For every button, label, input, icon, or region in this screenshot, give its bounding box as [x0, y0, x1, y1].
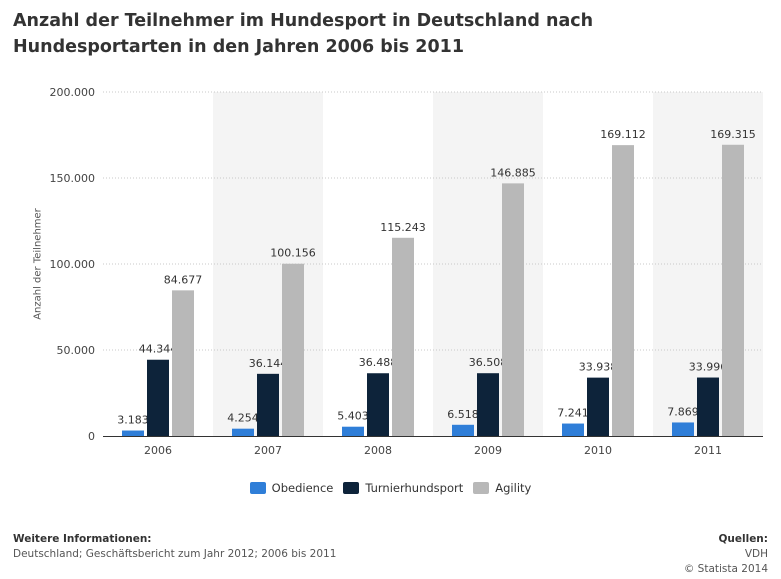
- data-label: 146.885: [490, 166, 536, 179]
- legend-label: Turnierhundsport: [365, 481, 464, 495]
- bar: [122, 430, 144, 436]
- data-label: 5.403: [337, 410, 369, 423]
- legend-swatch: [473, 482, 490, 494]
- bar: [672, 422, 694, 436]
- x-tick-label: 2007: [254, 444, 282, 457]
- x-tick-label: 2010: [584, 444, 612, 457]
- data-label: 44.344: [139, 343, 178, 356]
- bar: [282, 263, 304, 436]
- x-tick-label: 2011: [694, 444, 722, 457]
- data-label: 6.518: [447, 408, 479, 421]
- bar: [562, 423, 584, 436]
- chart-legend: Obedience Turnierhundsport Agility: [0, 479, 781, 497]
- data-label: 169.315: [710, 128, 756, 141]
- data-label: 36.508: [469, 356, 508, 369]
- x-tick-label: 2006: [144, 444, 172, 457]
- info-heading: Weitere Informationen:: [13, 533, 152, 545]
- y-tick-label: 150.000: [50, 172, 96, 185]
- legend-label: Agility: [495, 481, 532, 495]
- sources-text: VDH: [744, 548, 768, 560]
- data-label: 7.869: [667, 405, 699, 418]
- data-label: 33.996: [689, 361, 728, 374]
- y-axis-label: Anzahl der Teilnehmer: [32, 208, 44, 320]
- data-label: 4.254: [227, 412, 259, 425]
- copyright-text: © Statista 2014: [683, 563, 768, 575]
- bar: [172, 290, 194, 436]
- sources-heading: Quellen:: [718, 533, 768, 545]
- bar: [587, 377, 609, 436]
- data-label: 169.112: [600, 128, 646, 141]
- legend-item[interactable]: Obedience: [249, 481, 334, 495]
- data-label: 36.144: [249, 357, 288, 370]
- legend-item[interactable]: Agility: [473, 481, 531, 495]
- bar: [612, 145, 634, 436]
- bar-chart: 0 50.000 100.000 150.000 200.000 3.183 44.344 8…: [50, 86, 763, 457]
- data-label: 33.938: [579, 361, 618, 374]
- bar: [257, 373, 279, 436]
- data-label: 36.488: [359, 356, 398, 369]
- y-tick-label: 50.000: [57, 344, 96, 357]
- bar: [232, 428, 254, 436]
- footer-info: Weitere Informationen: Deutschland; Gesc…: [13, 532, 336, 562]
- legend-swatch: [249, 482, 266, 494]
- data-label: 3.183: [117, 414, 149, 427]
- bar: [342, 426, 364, 436]
- legend-item[interactable]: Turnierhundsport: [343, 481, 463, 495]
- bar: [452, 424, 474, 436]
- legend-swatch: [343, 482, 360, 494]
- data-label: 7.241: [557, 407, 589, 420]
- bar: [477, 373, 499, 436]
- footer-sources: Quellen: VDH © Statista 2014: [684, 532, 768, 577]
- bar: [367, 373, 389, 436]
- data-label: 100.156: [270, 247, 316, 260]
- bar: [392, 237, 414, 436]
- x-tick-label: 2009: [474, 444, 502, 457]
- x-tick-label: 2008: [364, 444, 392, 457]
- info-text: Deutschland; Geschäftsbericht zum Jahr 2…: [13, 548, 337, 560]
- chart-title: Anzahl der Teilnehmer im Hundesport in D…: [13, 11, 594, 57]
- y-tick-label: 100.000: [50, 258, 96, 271]
- data-label: 84.677: [164, 273, 203, 286]
- bar: [722, 144, 744, 436]
- bar: [697, 377, 719, 436]
- y-tick-label: 200.000: [50, 86, 96, 99]
- bar: [502, 183, 524, 436]
- y-tick-label: 0: [88, 430, 95, 443]
- bar: [147, 359, 169, 436]
- legend-label: Obedience: [271, 481, 334, 495]
- data-label: 115.243: [380, 221, 426, 234]
